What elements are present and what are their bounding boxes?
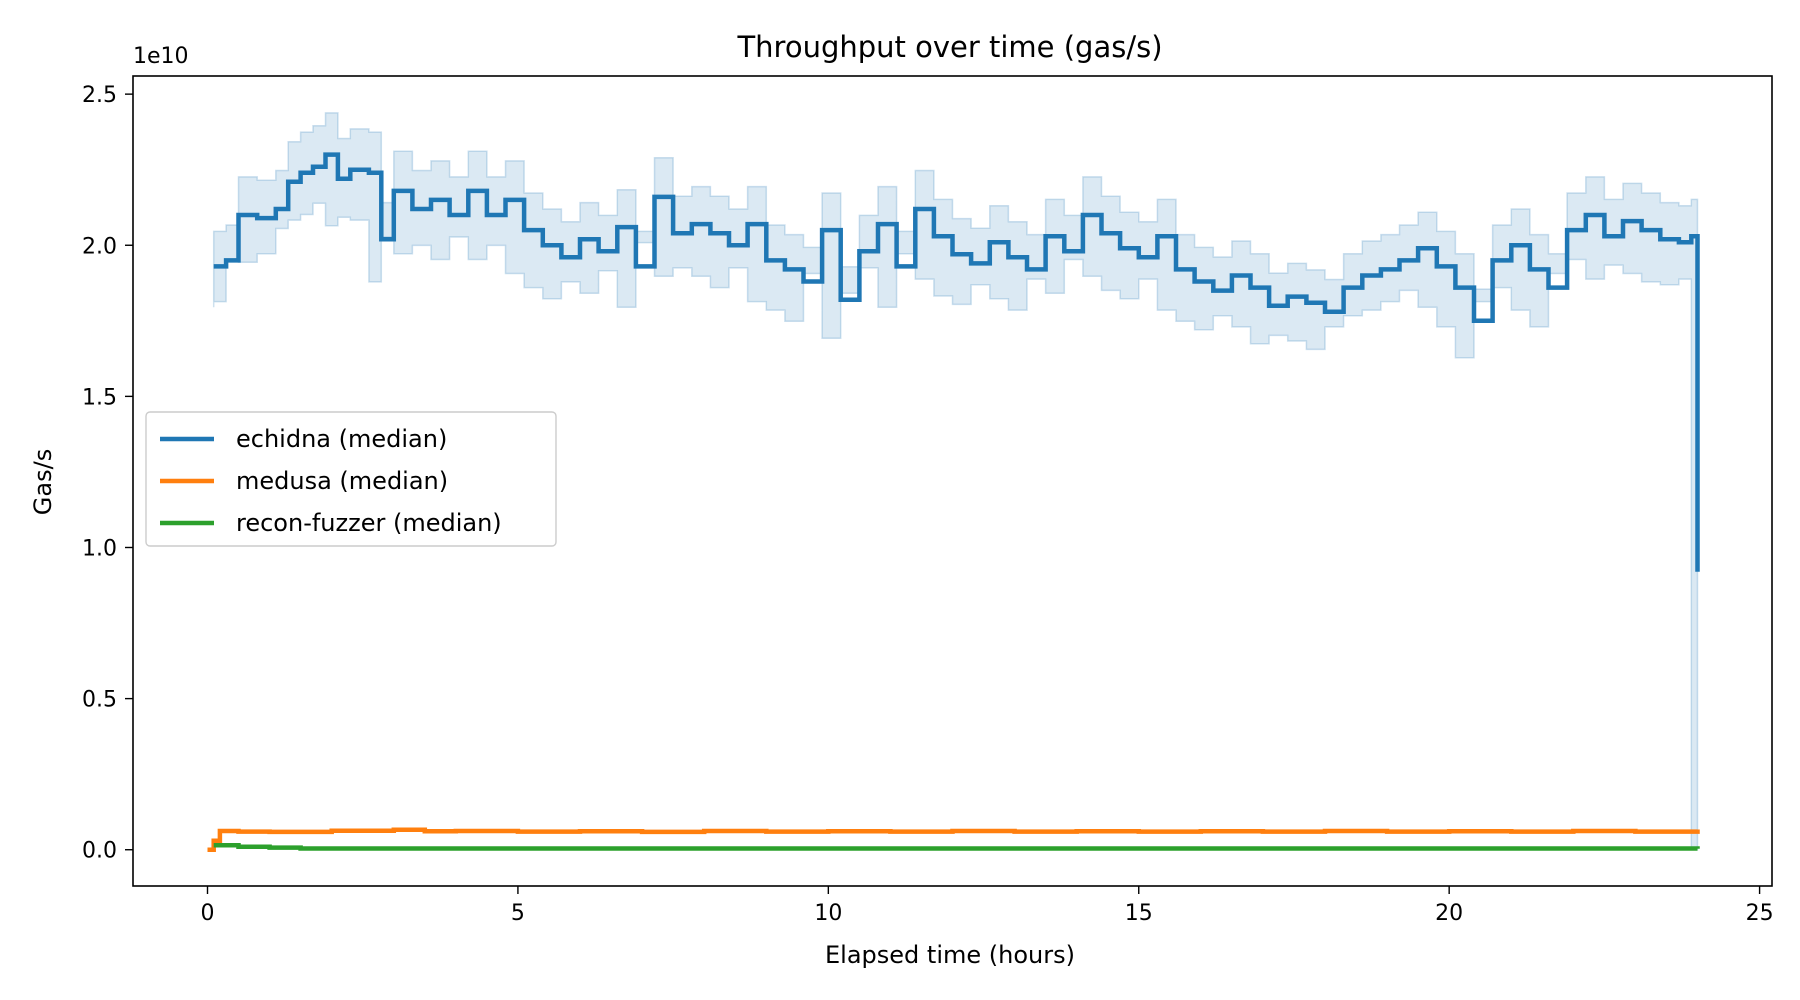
plot-area xyxy=(207,112,1700,852)
y-offset-label: 1e10 xyxy=(133,44,189,69)
y-axis-title: Gas/s xyxy=(29,449,57,515)
x-tick-label: 5 xyxy=(511,901,525,926)
series-line-echidna xyxy=(213,152,1700,572)
plot-frame xyxy=(132,75,1773,887)
chart-title: Throughput over time (gas/s) xyxy=(736,30,1162,64)
x-tick-label: 0 xyxy=(201,901,215,926)
legend-label: medusa (median) xyxy=(236,467,448,495)
x-axis-title: Elapsed time (hours) xyxy=(825,941,1075,969)
legend-box xyxy=(145,411,557,547)
y-axis: 0.0 0.5 1.0 1.5 2.0 2.5 xyxy=(82,83,133,864)
y-tick-label: 1.0 xyxy=(82,536,117,561)
legend-label: echidna (median) xyxy=(236,425,447,453)
y-tick-label: 0.0 xyxy=(82,839,117,864)
y-tick-label: 1.5 xyxy=(82,385,117,410)
y-tick-label: 0.5 xyxy=(82,688,117,713)
series-lines xyxy=(207,152,1700,852)
y-tick-label: 2.0 xyxy=(82,234,117,259)
x-tick-label: 15 xyxy=(1125,901,1153,926)
x-tick-label: 10 xyxy=(814,901,842,926)
x-tick-label: 20 xyxy=(1435,901,1463,926)
legend: echidna (median) medusa (median) recon-fuz… xyxy=(145,411,557,547)
series-line-recon-fuzzer xyxy=(213,842,1700,851)
legend-label: recon-fuzzer (median) xyxy=(236,509,502,537)
series-line-medusa xyxy=(207,827,1700,852)
x-axis: 0 5 10 15 20 25 xyxy=(201,886,1774,926)
x-tick-label: 25 xyxy=(1746,901,1774,926)
y-tick-label: 2.5 xyxy=(82,83,117,108)
